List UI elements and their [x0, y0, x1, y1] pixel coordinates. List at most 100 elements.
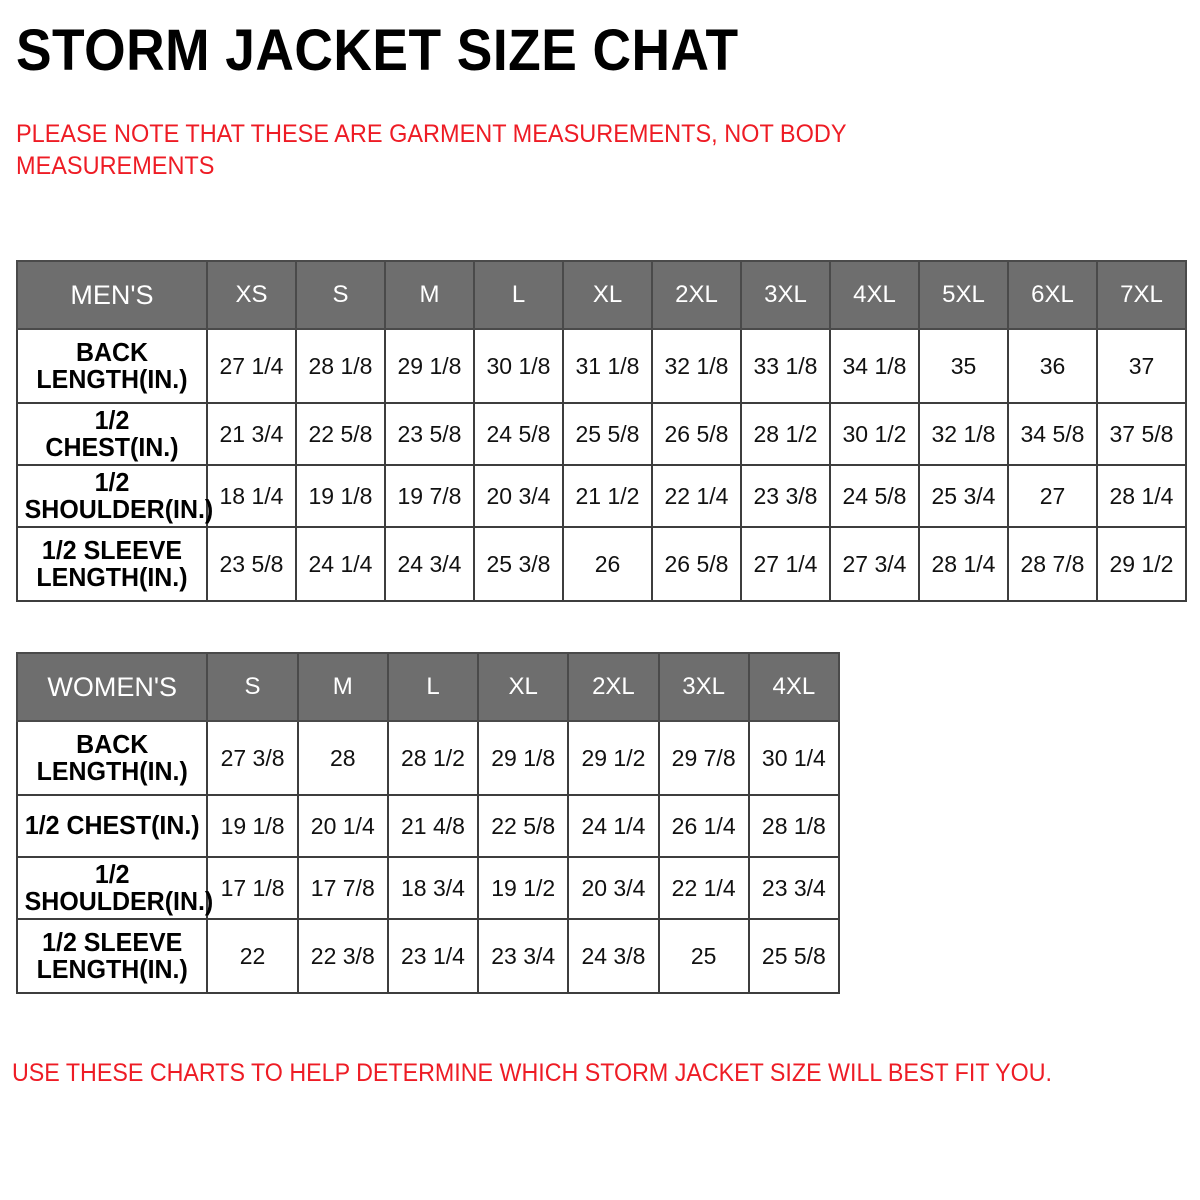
table-row: 1/2 SLEEVE LENGTH(IN.) 23 5/8 24 1/4 24 3/4 2… — [16, 526, 1187, 602]
womens-cell-r0-c3: 29 1/8 — [477, 720, 570, 796]
mens-category-header: MEN'S — [16, 260, 208, 330]
mens-cell-r3-c4: 26 — [562, 526, 653, 602]
mens-cell-r0-c7: 34 1/8 — [829, 328, 920, 404]
page-title: STORM JACKET SIZE CHAT — [16, 18, 739, 83]
mens-size-header-3xl: 3XL — [740, 260, 831, 330]
mens-cell-r3-c8: 28 1/4 — [918, 526, 1009, 602]
mens-cell-r3-c3: 25 3/8 — [473, 526, 564, 602]
mens-cell-r0-c5: 32 1/8 — [651, 328, 742, 404]
mens-size-header-xl: XL — [562, 260, 653, 330]
womens-size-header-xl: XL — [477, 652, 570, 722]
mens-cell-r3-c5: 26 5/8 — [651, 526, 742, 602]
mens-cell-r0-c3: 30 1/8 — [473, 328, 564, 404]
mens-cell-r0-c6: 33 1/8 — [740, 328, 831, 404]
mens-cell-r1-c10: 37 5/8 — [1096, 402, 1187, 466]
womens-cell-r2-c6: 23 3/4 — [747, 856, 841, 920]
womens-table-body: BACK LENGTH(IN.) 27 3/8 28 28 1/2 29 1/8 29 1/… — [15, 720, 841, 994]
womens-cell-r0-c6: 30 1/4 — [747, 720, 841, 796]
womens-cell-r3-c2: 23 1/4 — [386, 918, 480, 994]
womens-cell-r1-c3: 22 5/8 — [477, 794, 570, 858]
mens-cell-r1-c6: 28 1/2 — [740, 402, 831, 466]
womens-cell-r2-c5: 22 1/4 — [657, 856, 750, 920]
table-row: 1/2 CHEST(IN.) 21 3/4 22 5/8 23 5/8 24 5/8 25… — [16, 402, 1187, 466]
mens-size-header-2xl: 2XL — [651, 260, 742, 330]
mens-cell-r2-c1: 19 1/8 — [295, 464, 386, 528]
table-row: 1/2 SLEEVE LENGTH(IN.) 22 22 3/8 23 1/4 23 3/… — [15, 918, 841, 994]
mens-cell-r2-c9: 27 — [1007, 464, 1098, 528]
mens-size-header-6xl: 6XL — [1007, 260, 1098, 330]
womens-size-header-2xl: 2XL — [567, 652, 660, 722]
mens-cell-r2-c5: 22 1/4 — [651, 464, 742, 528]
mens-size-header-4xl: 4XL — [829, 260, 920, 330]
womens-size-header-4xl: 4XL — [747, 652, 841, 722]
mens-cell-r0-c1: 28 1/8 — [295, 328, 386, 404]
mens-cell-r1-c7: 30 1/2 — [829, 402, 920, 466]
table-row: BACK LENGTH(IN.) 27 3/8 28 28 1/2 29 1/8 29 1/… — [15, 720, 841, 796]
mens-cell-r3-c7: 27 3/4 — [829, 526, 920, 602]
mens-header-row: MEN'S XS S M L XL 2XL 3XL 4XL 5XL 6XL 7XL — [16, 260, 1187, 330]
mens-table-body: BACK LENGTH(IN.) 27 1/4 28 1/8 29 1/8 30 1/8 3… — [16, 328, 1187, 602]
mens-cell-r2-c0: 18 1/4 — [206, 464, 297, 528]
womens-measurement-label: 1/2 SLEEVE LENGTH(IN.) — [15, 918, 209, 994]
mens-table-head: MEN'S XS S M L XL 2XL 3XL 4XL 5XL 6XL 7XL — [16, 260, 1187, 330]
table-row: 1/2 CHEST(IN.) 19 1/8 20 1/4 21 4/8 22 5/8 24… — [15, 794, 841, 858]
mens-cell-r1-c3: 24 5/8 — [473, 402, 564, 466]
womens-size-header-m: M — [296, 652, 389, 722]
table-row: 1/2 SHOULDER(IN.) 17 1/8 17 7/8 18 3/4 19 1/… — [15, 856, 841, 920]
mens-cell-r1-c1: 22 5/8 — [295, 402, 386, 466]
mens-cell-r2-c4: 21 1/2 — [562, 464, 653, 528]
mens-size-header-xs: XS — [206, 260, 297, 330]
womens-cell-r1-c4: 24 1/4 — [567, 794, 660, 858]
mens-size-table: MEN'S XS S M L XL 2XL 3XL 4XL 5XL 6XL 7XL BACK LENGT… — [16, 260, 1187, 602]
mens-cell-r1-c8: 32 1/8 — [918, 402, 1009, 466]
mens-cell-r3-c0: 23 5/8 — [206, 526, 297, 602]
womens-cell-r2-c4: 20 3/4 — [567, 856, 660, 920]
mens-cell-r3-c10: 29 1/2 — [1096, 526, 1187, 602]
mens-cell-r0-c0: 27 1/4 — [206, 328, 297, 404]
womens-size-header-3xl: 3XL — [657, 652, 750, 722]
mens-cell-r0-c4: 31 1/8 — [562, 328, 653, 404]
womens-cell-r3-c3: 23 3/4 — [477, 918, 570, 994]
womens-cell-r0-c5: 29 7/8 — [657, 720, 750, 796]
mens-cell-r1-c9: 34 5/8 — [1007, 402, 1098, 466]
mens-cell-r3-c9: 28 7/8 — [1007, 526, 1098, 602]
womens-cell-r3-c0: 22 — [206, 918, 299, 994]
womens-cell-r2-c2: 18 3/4 — [386, 856, 480, 920]
womens-size-header-l: L — [386, 652, 480, 722]
mens-cell-r3-c6: 27 1/4 — [740, 526, 831, 602]
womens-cell-r3-c1: 22 3/8 — [296, 918, 389, 994]
mens-cell-r3-c2: 24 3/4 — [384, 526, 475, 602]
mens-cell-r3-c1: 24 1/4 — [295, 526, 386, 602]
womens-category-header: WOMEN'S — [15, 652, 209, 722]
mens-measurement-label: 1/2 SHOULDER(IN.) — [16, 464, 213, 528]
mens-size-header-7xl: 7XL — [1096, 260, 1187, 330]
womens-cell-r2-c0: 17 1/8 — [206, 856, 299, 920]
mens-cell-r1-c5: 26 5/8 — [651, 402, 742, 466]
womens-size-header-s: S — [206, 652, 299, 722]
mens-size-header-5xl: 5XL — [918, 260, 1009, 330]
garment-measurement-notice: PLEASE NOTE THAT THESE ARE GARMENT MEASU… — [16, 120, 847, 180]
womens-cell-r3-c6: 25 5/8 — [747, 918, 841, 994]
womens-table-head: WOMEN'S S M L XL 2XL 3XL 4XL — [15, 652, 841, 722]
mens-cell-r2-c7: 24 5/8 — [829, 464, 920, 528]
womens-cell-r1-c6: 28 1/8 — [747, 794, 841, 858]
womens-cell-r3-c5: 25 — [657, 918, 750, 994]
womens-cell-r2-c1: 17 7/8 — [296, 856, 389, 920]
mens-measurement-label: BACK LENGTH(IN.) — [16, 328, 208, 404]
mens-size-header-s: S — [295, 260, 386, 330]
mens-cell-r1-c4: 25 5/8 — [562, 402, 653, 466]
womens-cell-r0-c4: 29 1/2 — [567, 720, 660, 796]
womens-header-row: WOMEN'S S M L XL 2XL 3XL 4XL — [15, 652, 841, 722]
table-row: 1/2 SHOULDER(IN.) 18 1/4 19 1/8 19 7/8 20 3/… — [16, 464, 1187, 528]
mens-cell-r0-c8: 35 — [918, 328, 1009, 404]
womens-cell-r0-c2: 28 1/2 — [386, 720, 480, 796]
mens-measurement-label: 1/2 SLEEVE LENGTH(IN.) — [16, 526, 208, 602]
womens-cell-r3-c4: 24 3/8 — [567, 918, 660, 994]
womens-cell-r2-c3: 19 1/2 — [477, 856, 570, 920]
mens-cell-r1-c0: 21 3/4 — [206, 402, 297, 466]
womens-measurement-label: BACK LENGTH(IN.) — [15, 720, 209, 796]
womens-measurement-label: 1/2 SHOULDER(IN.) — [15, 856, 213, 920]
table-row: BACK LENGTH(IN.) 27 1/4 28 1/8 29 1/8 30 1/8 3… — [16, 328, 1187, 404]
mens-cell-r2-c6: 23 3/8 — [740, 464, 831, 528]
mens-cell-r2-c2: 19 7/8 — [384, 464, 475, 528]
